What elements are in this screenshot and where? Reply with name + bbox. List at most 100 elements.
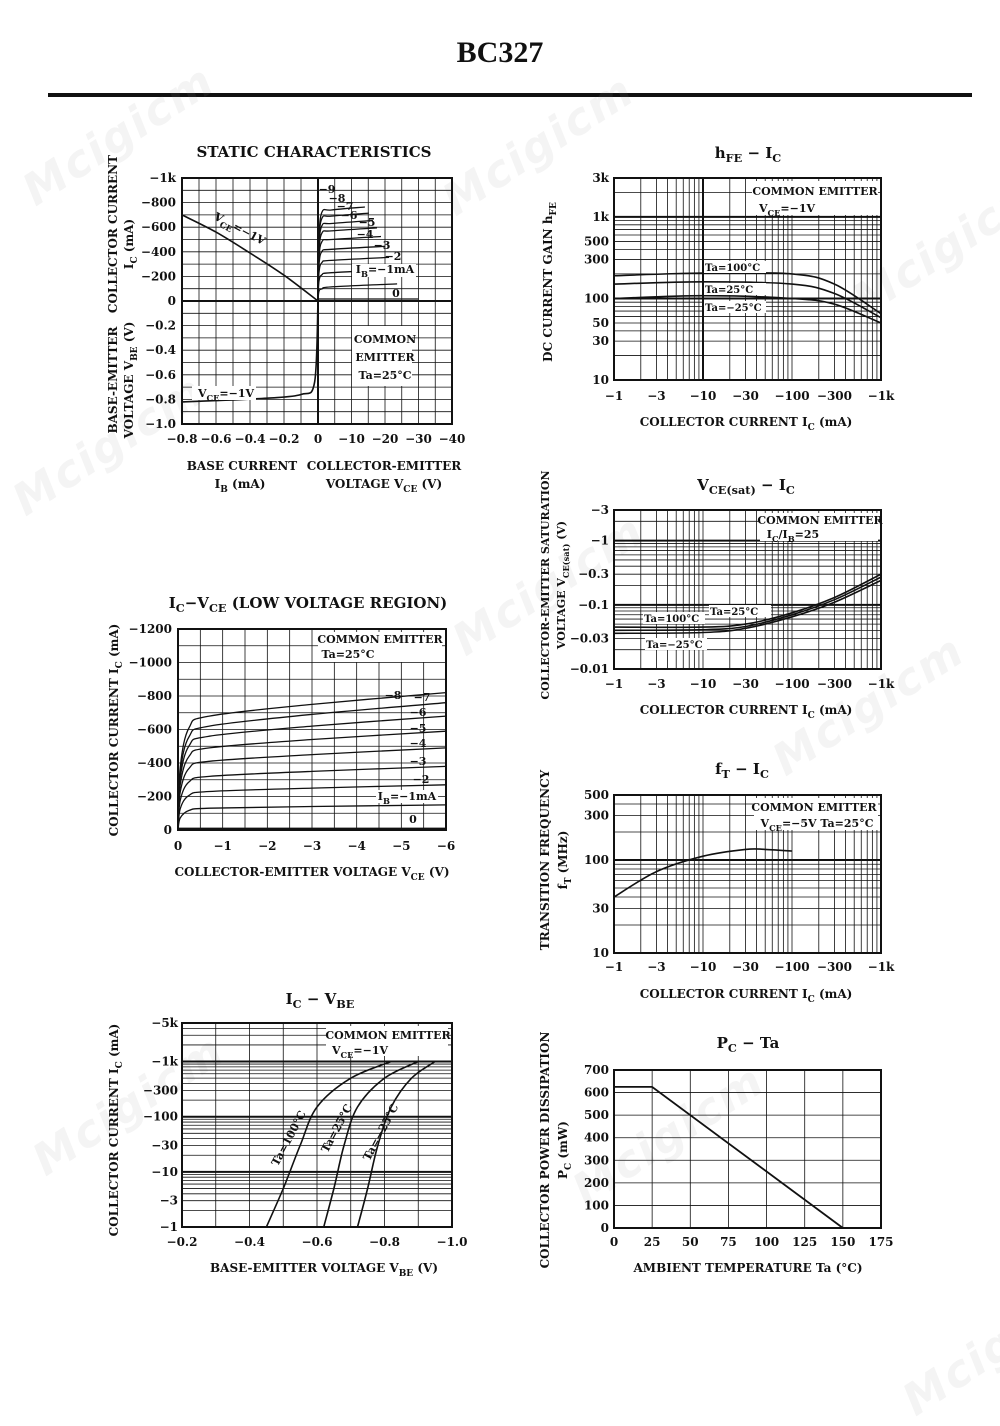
axis-label: COLLECTOR-EMITTER SATURATION	[539, 470, 552, 699]
x-tick-label: −2	[258, 839, 276, 853]
legend-label: Ta=25°C	[710, 607, 758, 618]
x-tick-label: 150	[830, 1235, 855, 1249]
x-tick-label: −3	[647, 389, 665, 403]
y-tick-label: −0.3	[578, 567, 609, 581]
legend-label: Ta=−25°C	[705, 303, 762, 314]
curve-label: 0	[409, 813, 417, 826]
axis-label: COLLECTOR CURRENT IC​ (mA)	[107, 624, 125, 837]
y-tick-label: −1k	[149, 171, 176, 185]
x-tick-label: −10	[338, 432, 365, 446]
chart-title: IC​−VCE​ (LOW VOLTAGE REGION)	[169, 594, 448, 615]
x-tick-label: −30	[732, 677, 759, 691]
annotation-text: COMMON	[354, 333, 416, 346]
x-tick-label: −10	[690, 389, 717, 403]
y-tick-label: 600	[584, 1086, 609, 1100]
annotation-text: Ta=25°C	[358, 369, 411, 382]
x-tick-label: −1	[605, 677, 623, 691]
curve-label: −5	[410, 722, 427, 735]
axis-label: COLLECTOR CURRENT IC​ (mA)	[640, 415, 853, 433]
curve-label: −4	[410, 737, 427, 750]
y-tick-label: −0.2	[145, 319, 176, 333]
y-tick-label: 500	[584, 234, 609, 248]
y-tick-label: 30	[592, 902, 609, 916]
y-tick-label: −0.8	[145, 392, 176, 406]
y-tick-label: 700	[584, 1063, 609, 1077]
axis-label: COLLECTOR CURRENT IC​ (mA)	[107, 1024, 125, 1237]
axis-label: BASE-EMITTER VOLTAGE VBE​ (V)	[210, 1261, 438, 1279]
x-tick-label: 0	[610, 1235, 618, 1249]
x-tick-label: 0	[314, 432, 322, 446]
annotation-text: Ta=25°C	[321, 648, 374, 661]
x-tick-label: −3	[303, 839, 321, 853]
x-tick-label: −6	[437, 839, 455, 853]
x-tick-label: −100	[774, 389, 809, 403]
curve-label: −6	[410, 706, 427, 719]
chart-title: IC​ − VBE​	[286, 990, 355, 1011]
y-tick-label: 100	[584, 853, 609, 867]
x-tick-label: −30	[732, 389, 759, 403]
curve-label: VCE​=−1V	[210, 210, 268, 251]
chart-title: PC​ − Ta	[717, 1034, 780, 1055]
x-tick-label: −30	[405, 432, 432, 446]
y-tick-label: −0.4	[145, 343, 176, 357]
axis-label: COLLECTOR CURRENT IC​ (mA)	[640, 703, 853, 721]
y-tick-label: −200	[141, 269, 176, 283]
legend-label: Ta=−25°C	[361, 1102, 402, 1163]
x-tick-label: 0	[174, 839, 182, 853]
y-tick-label: −3	[591, 503, 609, 517]
x-tick-label: −0.4	[234, 1235, 265, 1249]
x-tick-label: −0.8	[167, 432, 198, 446]
y-tick-label: −400	[137, 756, 172, 770]
y-tick-label: −0.01	[570, 662, 609, 676]
y-tick-label: 300	[584, 253, 609, 267]
y-tick-label: −100	[143, 1110, 178, 1124]
axis-label: COLLECTOR CURRENT IC​ (mA)	[640, 987, 853, 1005]
axis-label: COLLECTOR-EMITTER VOLTAGE VCE​ (V)	[174, 865, 449, 883]
x-tick-label: 175	[868, 1235, 893, 1249]
y-tick-label: −30	[151, 1139, 178, 1153]
x-tick-label: −300	[817, 677, 852, 691]
y-tick-label: 10	[592, 946, 609, 960]
axis-label: fT​ (MHz)	[556, 831, 574, 890]
annotation-text: COMMON EMITTER	[751, 801, 877, 814]
axis-label: VOLTAGE VBE​ (V)	[122, 322, 140, 440]
y-tick-label: −400	[141, 245, 176, 259]
x-tick-label: −10	[690, 960, 717, 974]
y-tick-label: 400	[584, 1131, 609, 1145]
axis-label: IB​ (mA)	[215, 477, 266, 495]
axis-label: BASE-EMITTER	[106, 325, 120, 433]
x-tick-label: 25	[644, 1235, 661, 1249]
x-tick-label: −1.0	[437, 1235, 468, 1249]
y-tick-label: −3	[160, 1194, 178, 1208]
curve-label: −8	[385, 689, 402, 702]
x-tick-label: −3	[647, 960, 665, 974]
y-tick-label: −5k	[151, 1016, 178, 1030]
y-tick-label: −1000	[129, 656, 172, 670]
x-tick-label: −5	[392, 839, 410, 853]
curve-label: −3	[410, 755, 427, 768]
y-tick-label: −1.0	[145, 417, 176, 431]
axis-label: PC​ (mW)	[556, 1121, 574, 1179]
y-tick-label: 1k	[592, 210, 609, 224]
x-tick-label: −300	[817, 389, 852, 403]
y-tick-label: −1k	[151, 1055, 178, 1069]
annotation-text: COMMON EMITTER	[325, 1029, 451, 1042]
y-tick-label: 500	[584, 788, 609, 802]
y-tick-label: −300	[143, 1083, 178, 1097]
annotation-text: COMMON EMITTER	[317, 633, 443, 646]
axis-label: VOLTAGE VCE​ (V)	[325, 477, 442, 495]
x-tick-label: 75	[720, 1235, 737, 1249]
y-tick-label: 30	[592, 334, 609, 348]
axis-label: TRANSITION FREQUENCY	[538, 769, 552, 950]
x-tick-label: −3	[647, 677, 665, 691]
curve-label: −2	[385, 250, 402, 263]
y-tick-label: −0.03	[570, 631, 609, 645]
axis-label: COLLECTOR CURRENT	[106, 155, 120, 313]
x-tick-label: −4	[347, 839, 365, 853]
legend-label: Ta=−25°C	[646, 640, 703, 651]
legend-label: Ta=100°C	[644, 614, 699, 625]
curve-label: −2	[413, 773, 430, 786]
axis-label: VOLTAGE VCE(sat)​ (V)	[555, 521, 571, 650]
y-tick-label: −0.1	[578, 598, 609, 612]
